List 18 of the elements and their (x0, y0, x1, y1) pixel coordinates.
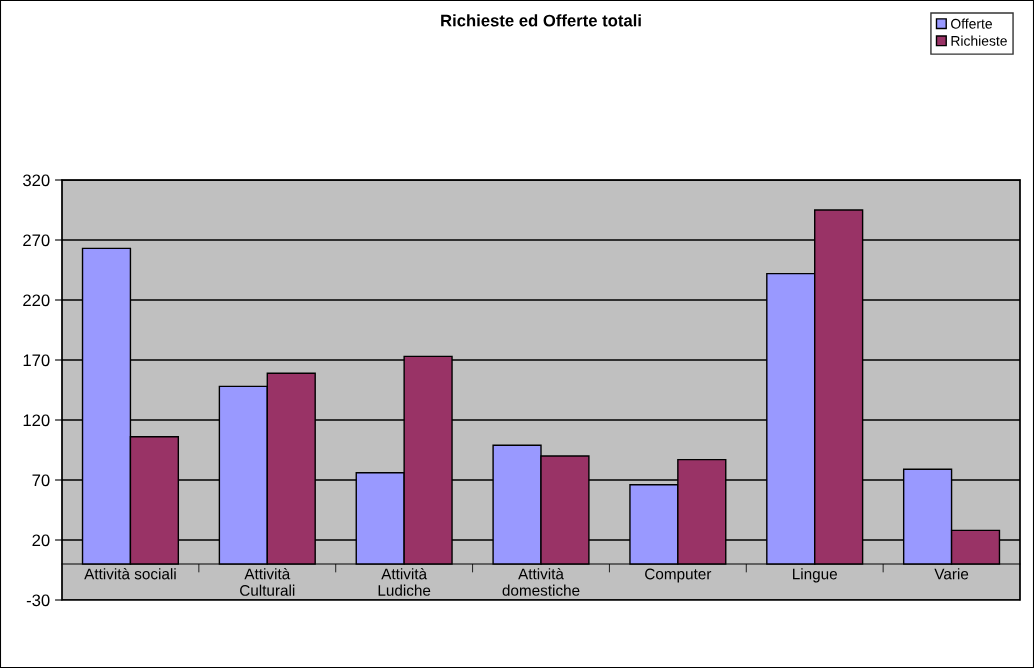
x-tick-label: Lingue (793, 568, 837, 583)
y-tick-label: 270 (23, 234, 50, 247)
legend-label: Richieste (951, 35, 1007, 46)
x-tick-label: Varie (934, 568, 969, 580)
x-tick-label: Attività domestiche (502, 567, 580, 596)
y-tick-label: 70 (32, 474, 50, 487)
x-tick-label: Computer (645, 568, 712, 583)
x-tick-label: Attività Ludiche (378, 567, 431, 596)
x-tick-label: Attività Culturali (240, 567, 295, 596)
x-tick-label: Attività sociali (84, 567, 176, 580)
y-tick-label: 20 (32, 534, 50, 547)
y-tick-label: -30 (26, 594, 50, 607)
legend-label: Offerte (951, 18, 992, 29)
y-tick-label: 320 (23, 174, 50, 187)
y-tick-label: 170 (23, 354, 50, 367)
y-tick-label: 220 (23, 294, 50, 307)
chart-title: Richieste ed Offerte totali (441, 14, 641, 27)
y-tick-label: 120 (23, 414, 50, 427)
